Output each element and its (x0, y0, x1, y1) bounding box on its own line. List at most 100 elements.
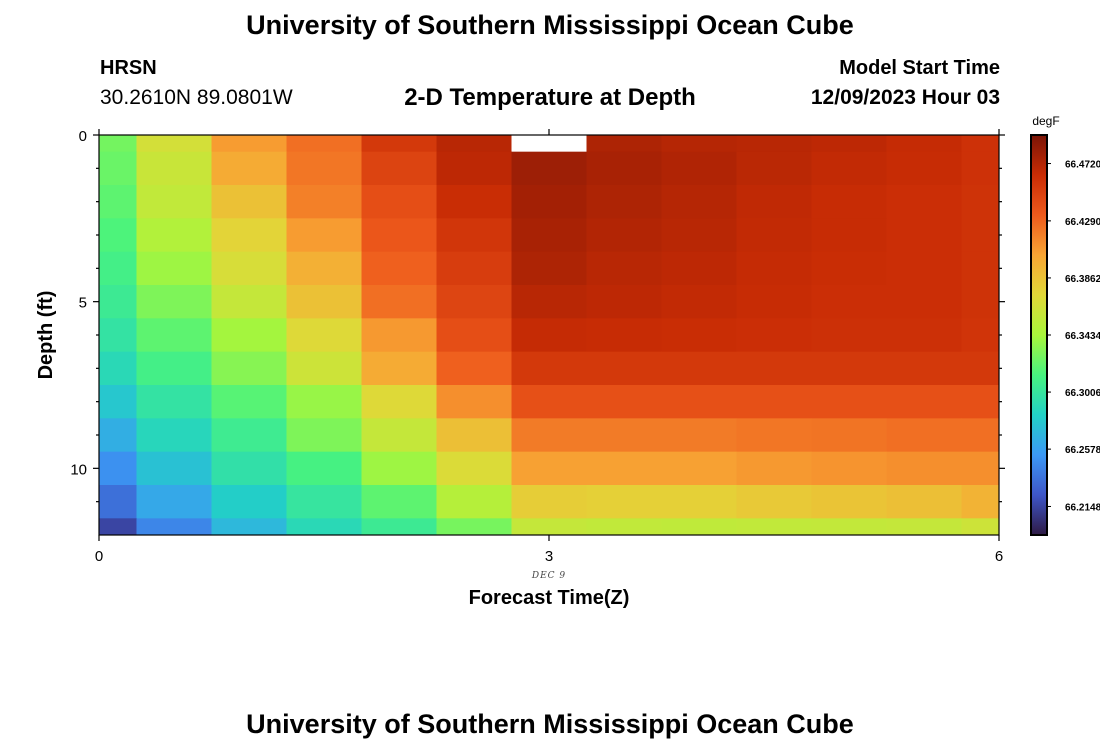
heatmap-cell (511, 151, 587, 186)
heatmap-cell (736, 151, 812, 186)
heatmap-cell (211, 418, 287, 453)
heatmap-cell (586, 451, 662, 486)
colorbar-tick-label: 66.3006 (1065, 388, 1100, 399)
heatmap-cell (99, 485, 137, 519)
second-plot-title: University of Southern Mississippi Ocean… (246, 709, 854, 739)
axis-labels: 0 3 6 0 5 10 DEC 9 Forecast Time(Z) Depth (ft) (35, 128, 1003, 609)
colorbar-unit: degF (1032, 114, 1059, 128)
heatmap-cell (99, 135, 137, 153)
heatmap-cell (286, 185, 362, 219)
heatmap-cell (361, 418, 437, 453)
heatmap-cell (811, 418, 887, 453)
heatmap-cell (511, 285, 587, 319)
colorbar-tick-label: 66.2578 (1065, 445, 1100, 456)
heatmap-cell (511, 185, 587, 219)
heatmap-cell (511, 451, 587, 486)
page-title: University of Southern Mississippi Ocean… (246, 10, 854, 40)
heatmap-cell (661, 418, 737, 453)
x-tick-label: 3 (545, 548, 553, 565)
heatmap-cell (736, 218, 812, 253)
heatmap-cell (361, 285, 437, 319)
heatmap-cell (511, 251, 587, 286)
colorbar-tick-label: 66.3434 (1065, 331, 1100, 342)
y-tick-label: 0 (79, 128, 87, 145)
heatmap-cell (286, 218, 362, 253)
heatmap-cell (99, 285, 137, 319)
heatmap-cells (99, 135, 1000, 536)
heatmap-cell (211, 185, 287, 219)
heatmap-cell (361, 151, 437, 186)
x-axis-title: Forecast Time(Z) (469, 587, 630, 609)
heatmap-cell (811, 251, 887, 286)
heatmap-cell (961, 218, 1000, 253)
colorbar: degF 66.4720 66.4290 66.3862 66.3434 66.3006 6… (1030, 114, 1100, 536)
heatmap-cell (961, 385, 1000, 419)
heatmap-cell (436, 251, 512, 286)
heatmap-cell (661, 185, 737, 219)
y-tick-label: 5 (79, 295, 87, 312)
heatmap-cell (511, 485, 587, 519)
heatmap-cell (511, 418, 587, 453)
heatmap-cell (136, 385, 212, 419)
heatmap-cell (211, 218, 287, 253)
heatmap-cell (136, 518, 212, 536)
heatmap-cell (886, 151, 962, 186)
heatmap-cell (211, 485, 287, 519)
heatmap-cell (586, 285, 662, 319)
heatmap-cell (961, 151, 1000, 186)
heatmap-cell (136, 135, 212, 153)
heatmap-cell (361, 485, 437, 519)
heatmap-cell (586, 318, 662, 353)
colorbar-tick-label: 66.2148 (1065, 502, 1100, 513)
heatmap-cell (961, 135, 1000, 153)
heatmap-cell (436, 185, 512, 219)
heatmap-cell (286, 451, 362, 486)
heatmap-cell (511, 351, 587, 386)
heatmap-cell (361, 135, 437, 153)
heatmap-cell (286, 351, 362, 386)
heatmap-cell (211, 285, 287, 319)
heatmap-cell (361, 385, 437, 419)
heatmap-cell (586, 518, 662, 536)
heatmap-cell (811, 135, 887, 153)
heatmap-cell (661, 285, 737, 319)
heatmap-cell (736, 251, 812, 286)
heatmap-cell (436, 351, 512, 386)
heatmap-cell (661, 318, 737, 353)
heatmap-cell (286, 485, 362, 519)
y-axis-title: Depth (ft) (35, 291, 57, 380)
heatmap-cell (99, 185, 137, 219)
heatmap-cell (736, 451, 812, 486)
axis-ticks (93, 129, 1005, 541)
heatmap-cell (886, 218, 962, 253)
heatmap-cell (511, 518, 587, 536)
heatmap-cell (286, 251, 362, 286)
heatmap-cell (736, 418, 812, 453)
heatmap-cell (136, 218, 212, 253)
heatmap-cell (99, 151, 137, 186)
heatmap-cell (436, 151, 512, 186)
colorbar-scale (1030, 134, 1048, 536)
heatmap-cell (436, 418, 512, 453)
heatmap-cell (99, 451, 137, 486)
heatmap-cell (436, 285, 512, 319)
heatmap-cell (211, 451, 287, 486)
heatmap-cell (811, 285, 887, 319)
heatmap-cell (886, 518, 962, 536)
heatmap-cell (211, 251, 287, 286)
x-tick-label: 6 (995, 548, 1003, 565)
model-start-time: 12/09/2023 Hour 03 (810, 86, 1000, 109)
station-coordinates: 30.2610N 89.0801W (100, 86, 293, 109)
heatmap-cell (211, 318, 287, 353)
colorbar-tick-label: 66.3862 (1065, 274, 1100, 285)
heatmap-cell (736, 485, 812, 519)
heatmap-cell (99, 318, 137, 353)
heatmap-cell (99, 418, 137, 453)
heatmap-cell (211, 518, 287, 536)
heatmap-cell (811, 385, 887, 419)
heatmap-cell (661, 151, 737, 186)
heatmap-cell (586, 218, 662, 253)
heatmap-cell (886, 451, 962, 486)
heatmap-cell (736, 135, 812, 153)
heatmap-cell (586, 185, 662, 219)
